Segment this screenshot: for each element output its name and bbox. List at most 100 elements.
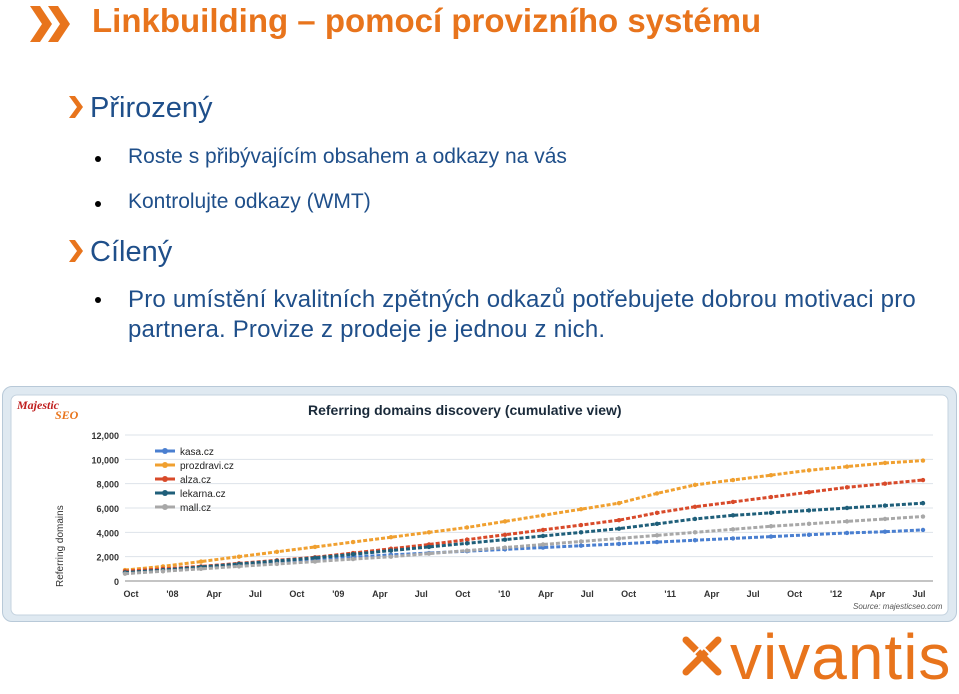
data-point: [920, 527, 926, 533]
y-tick-label: 6,000: [96, 504, 119, 514]
data-point: [426, 530, 432, 535]
legend-label: mall.cz: [180, 503, 211, 514]
data-point: [426, 544, 432, 550]
x-tick-label: '12: [830, 589, 842, 599]
chevron-right-icon: [69, 96, 83, 118]
series-line: [124, 501, 924, 574]
data-point: [388, 548, 394, 553]
data-point: [312, 544, 318, 550]
data-point: [464, 537, 470, 542]
x-tick-label: Apr: [704, 589, 720, 599]
x-tick-label: Apr: [206, 589, 222, 599]
legend-marker: [162, 490, 168, 496]
vivantis-logo: vivantis: [730, 621, 952, 693]
data-point: [844, 505, 850, 511]
data-point: [654, 533, 660, 538]
series-line: [124, 515, 924, 576]
svg-text:Majestic: Majestic: [16, 398, 60, 412]
data-point: [730, 513, 736, 518]
data-point: [274, 558, 280, 564]
data-point: [578, 530, 584, 535]
double-chevron-icon: [30, 6, 70, 42]
data-point: [692, 538, 698, 543]
data-point: [616, 526, 622, 531]
data-point: [578, 543, 584, 548]
bullet-item: Kontrolujte odkazy (WMT): [128, 190, 371, 213]
data-point: [692, 516, 698, 522]
data-point: [540, 545, 546, 550]
data-point: [730, 499, 736, 505]
data-point: [844, 519, 850, 524]
x-tick-label: Jul: [249, 589, 262, 599]
y-tick-label: 4,000: [96, 528, 119, 538]
data-point: [312, 555, 318, 561]
data-point: [502, 545, 508, 550]
y-tick-label: 12,000: [91, 431, 119, 441]
data-point: [502, 532, 508, 537]
data-point: [882, 460, 888, 466]
data-point: [654, 510, 660, 516]
x-tick-label: '10: [498, 589, 510, 599]
data-point: [920, 514, 926, 519]
data-point: [502, 519, 508, 524]
data-point: [768, 534, 774, 539]
data-point: [920, 500, 926, 506]
x-tick-label: Jul: [912, 589, 925, 599]
x-tick-label: Apr: [870, 589, 886, 599]
chart-title: Referring domains discovery (cumulative …: [308, 402, 622, 418]
data-point: [654, 539, 660, 545]
x-tick-label: '09: [332, 589, 344, 599]
data-point: [236, 554, 242, 559]
data-point: [236, 564, 242, 569]
data-point: [540, 513, 546, 518]
data-point: [844, 485, 850, 490]
y-tick-label: 2,000: [96, 553, 119, 563]
data-point: [768, 510, 774, 516]
data-point: [920, 477, 926, 483]
y-tick-label: 0: [114, 577, 119, 587]
data-point: [654, 521, 660, 527]
chevron-right-icon: [69, 240, 83, 262]
data-point: [578, 539, 584, 544]
chart-svg: Majestic SEO Referring domains discovery…: [10, 394, 949, 616]
data-point: [882, 516, 888, 522]
x-tick-label: Oct: [787, 589, 802, 599]
bullet-dot: [95, 297, 101, 303]
data-point: [198, 559, 204, 564]
data-point: [806, 508, 812, 513]
data-point: [160, 569, 166, 574]
data-point: [274, 561, 280, 567]
data-point: [920, 458, 926, 463]
data-point: [274, 549, 280, 554]
data-point: [844, 530, 850, 536]
x-tick-label: '11: [664, 589, 676, 599]
data-point: [198, 566, 204, 572]
data-point: [806, 532, 812, 537]
data-point: [540, 533, 546, 539]
section-heading-targeted: Cílený: [90, 236, 173, 268]
vivantis-x-icon: [682, 636, 722, 676]
data-point: [768, 472, 774, 478]
legend-marker: [162, 476, 168, 482]
data-point: [730, 527, 736, 532]
data-point: [730, 536, 736, 541]
x-tick-label: Apr: [538, 589, 554, 599]
series-line: [124, 459, 924, 572]
data-point: [806, 489, 812, 495]
y-tick-label: 8,000: [96, 480, 119, 490]
legend-label: lekarna.cz: [180, 489, 226, 500]
data-point: [578, 507, 584, 512]
x-tick-label: Jul: [581, 589, 594, 599]
legend-label: prozdravi.cz: [180, 461, 234, 472]
data-point: [616, 500, 622, 506]
legend-label: kasa.cz: [180, 447, 214, 458]
data-point: [122, 571, 128, 576]
data-point: [540, 542, 546, 547]
data-point: [350, 556, 356, 562]
data-point: [806, 521, 812, 527]
data-point: [540, 527, 546, 533]
data-point: [692, 530, 698, 535]
data-point: [426, 551, 432, 556]
x-tick-label: Oct: [289, 589, 304, 599]
data-point: [616, 541, 622, 547]
